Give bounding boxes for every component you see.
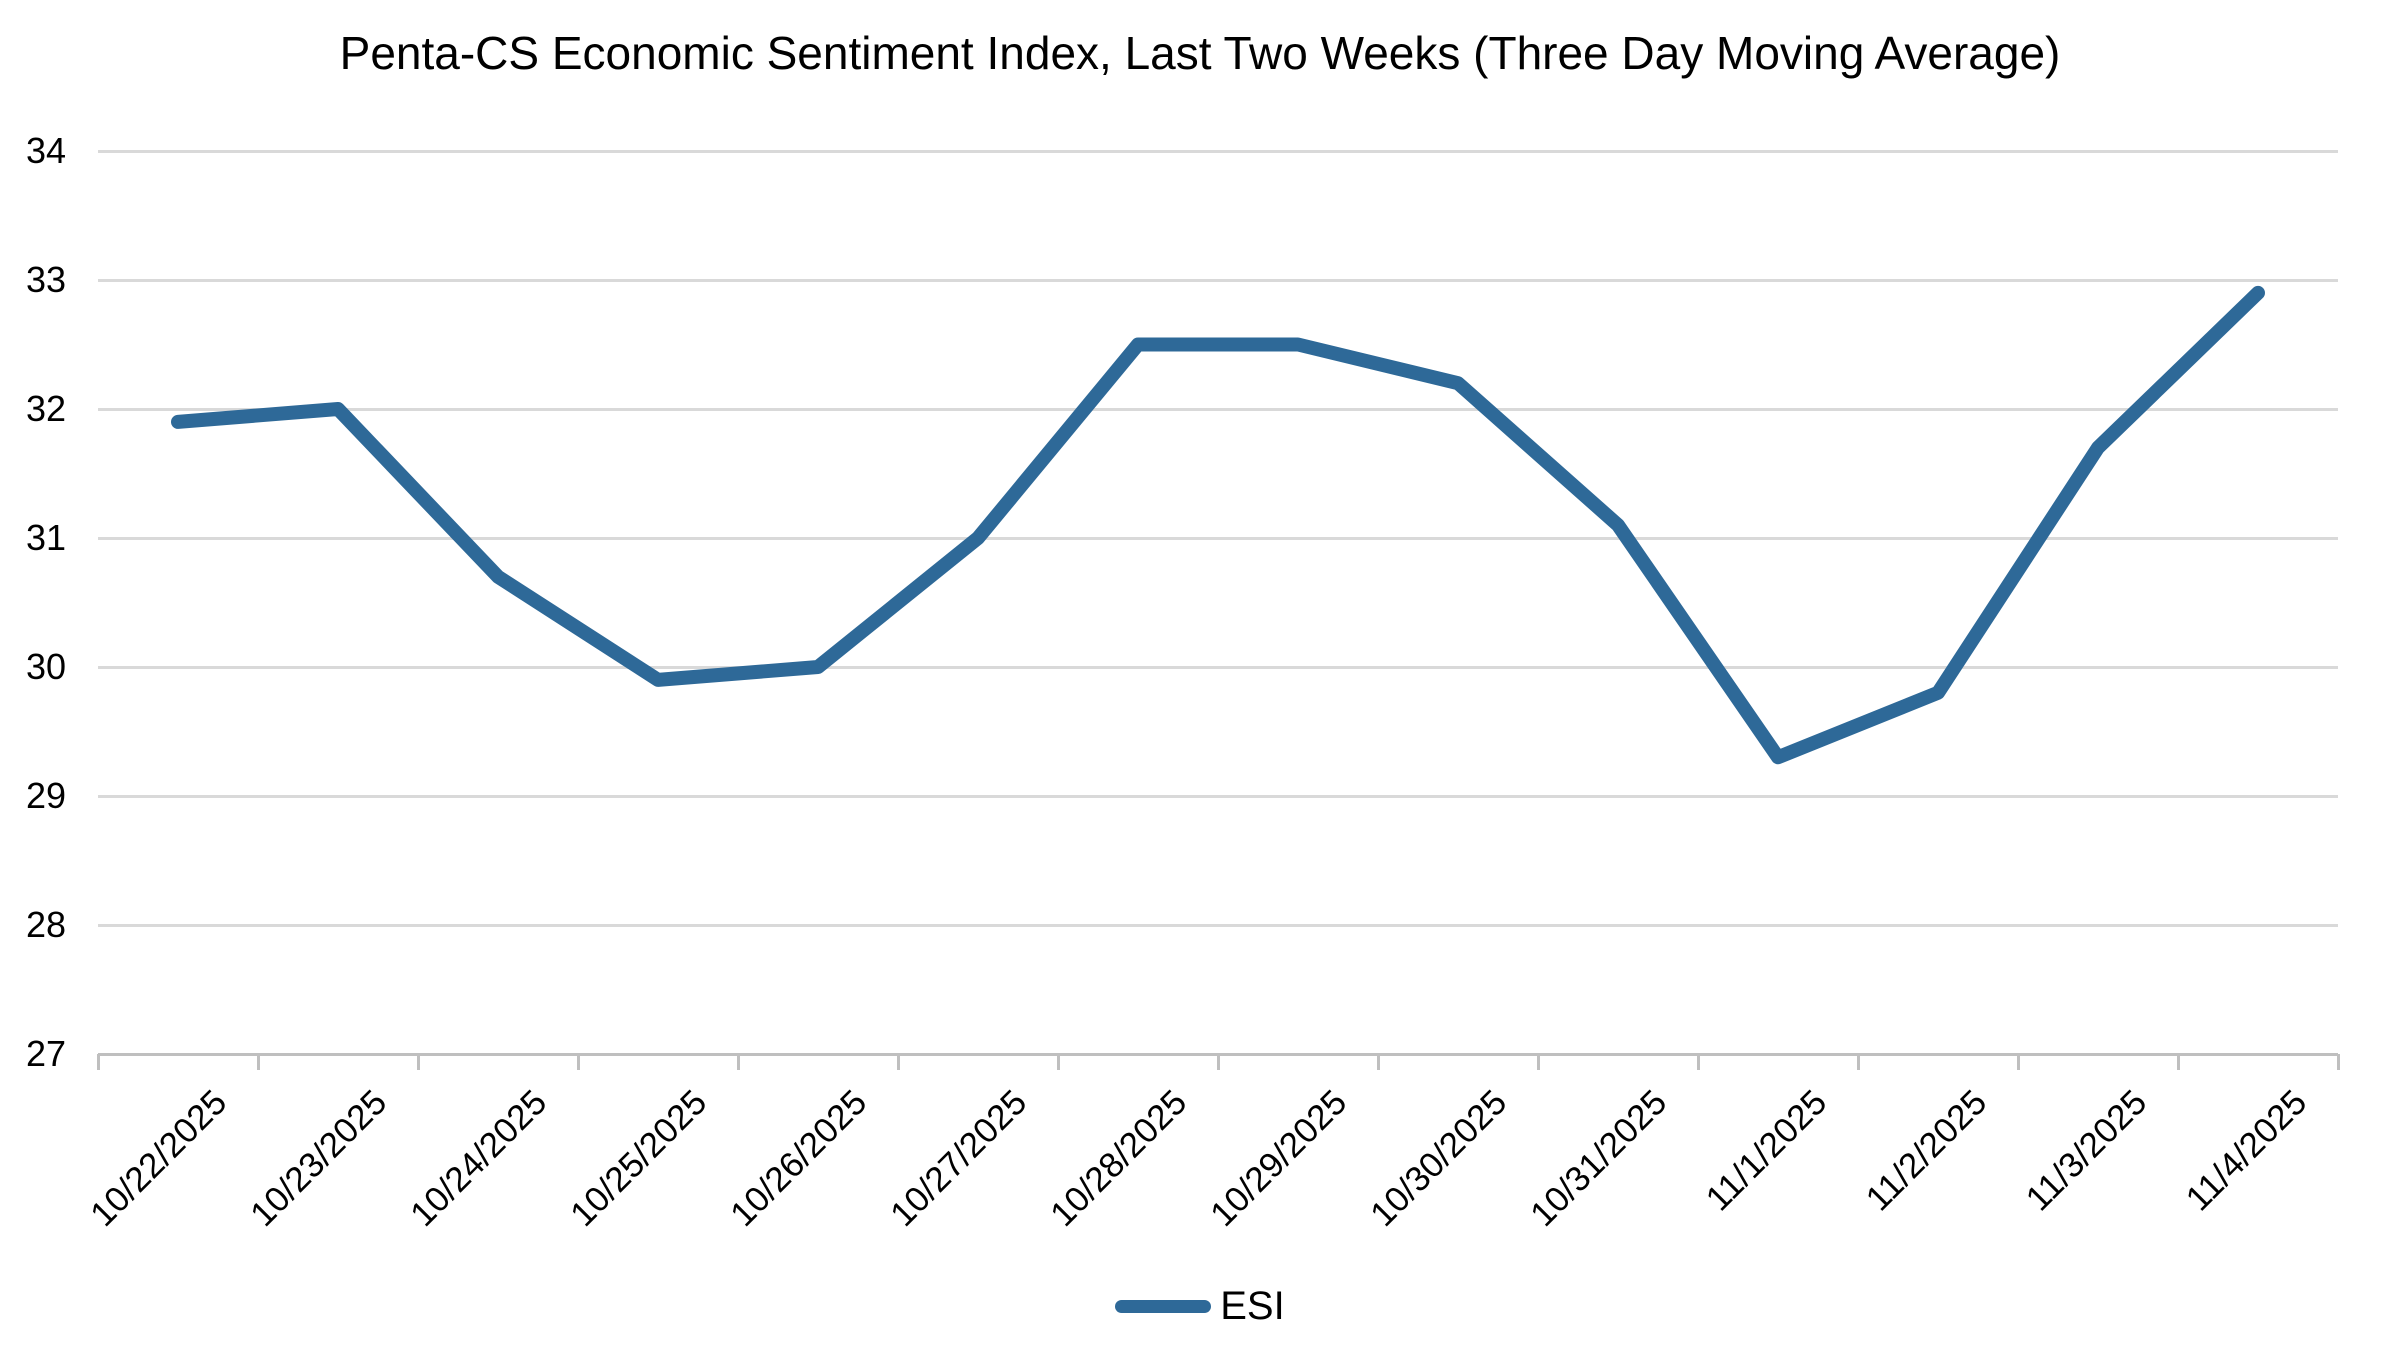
y-axis-label-27: 27 <box>25 1033 66 1074</box>
y-axis-label-32: 32 <box>25 388 66 429</box>
x-axis-tick <box>1696 1054 1700 1070</box>
y-axis-label-28: 28 <box>25 904 66 945</box>
x-axis-tick <box>736 1054 740 1070</box>
y-axis-label-29: 29 <box>25 775 66 816</box>
x-axis-tick <box>416 1054 420 1070</box>
legend: ESI <box>0 1284 2400 1329</box>
y-axis-label-30: 30 <box>25 646 66 687</box>
x-axis-tick <box>2336 1054 2340 1070</box>
gridline-31 <box>98 536 2338 540</box>
chart-title: Penta-CS Economic Sentiment Index, Last … <box>339 27 2061 79</box>
x-axis-tick <box>1216 1054 1220 1070</box>
legend-label: ESI <box>1220 1284 1285 1328</box>
x-axis-tick <box>96 1054 100 1070</box>
x-axis-tick <box>1376 1054 1380 1070</box>
gridline-29 <box>98 794 2338 798</box>
gridline-32 <box>98 407 2338 411</box>
gridline-30 <box>98 665 2338 669</box>
gridline-33 <box>98 278 2338 282</box>
x-axis-tick <box>896 1054 900 1070</box>
x-axis-tick <box>1536 1054 1540 1070</box>
x-axis-tick <box>256 1054 260 1070</box>
legend-line-icon <box>1115 1300 1212 1313</box>
x-axis-tick <box>2016 1054 2020 1070</box>
y-axis-label-34: 34 <box>25 130 66 171</box>
gridline-34 <box>98 149 2338 153</box>
x-axis-tick <box>1056 1054 1060 1070</box>
x-axis-tick <box>2176 1054 2180 1070</box>
x-axis-tick <box>1856 1054 1860 1070</box>
esi-series-line <box>171 285 2265 765</box>
gridline-28 <box>98 923 2338 927</box>
x-axis-tick <box>576 1054 580 1070</box>
y-axis-label-31: 31 <box>25 517 66 558</box>
y-axis-label-33: 33 <box>25 259 66 300</box>
